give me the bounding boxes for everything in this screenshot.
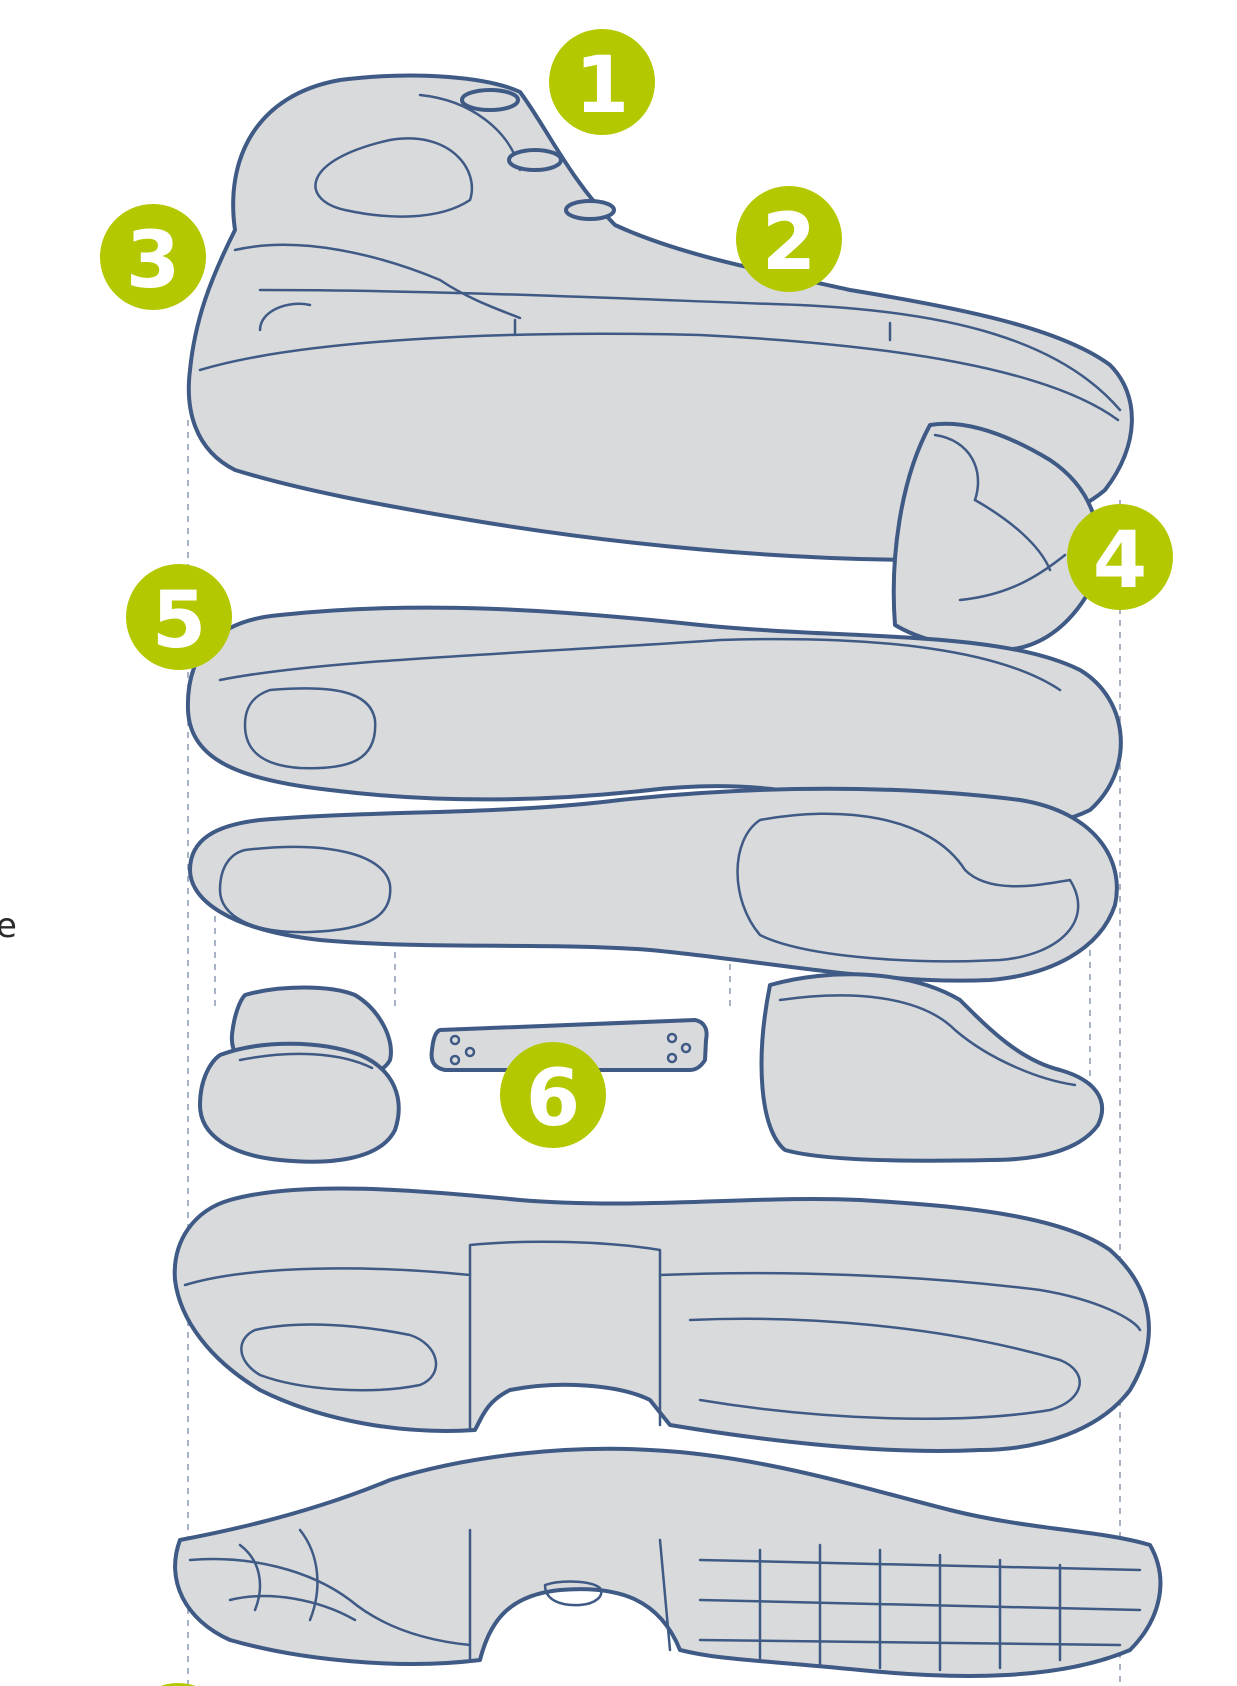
stray-letter: e	[0, 906, 17, 946]
callout-3-number: 3	[126, 216, 180, 306]
callout-5-number: 5	[152, 576, 206, 666]
callout-7: 7	[160, 1683, 196, 1686]
callout-4-number: 4	[1093, 516, 1147, 606]
boot-upper	[186, 73, 1134, 562]
callouts: 1 2 3 4 5 6 7	[100, 29, 1173, 1686]
midsole	[172, 1186, 1151, 1453]
callout-6: 6	[500, 1042, 606, 1148]
callout-1: 1	[549, 29, 655, 135]
callout-3: 3	[100, 204, 206, 310]
callout-5: 5	[126, 564, 232, 670]
callout-4: 4	[1067, 504, 1173, 610]
callout-2: 2	[736, 186, 842, 292]
outsole	[173, 1446, 1163, 1678]
cushions-and-shank	[198, 972, 1105, 1164]
insole-bottom	[188, 786, 1119, 983]
callout-1-number: 1	[575, 41, 629, 131]
callout-6-number: 6	[526, 1054, 580, 1144]
toe-cap	[891, 421, 1101, 652]
callout-2-number: 2	[762, 198, 816, 288]
